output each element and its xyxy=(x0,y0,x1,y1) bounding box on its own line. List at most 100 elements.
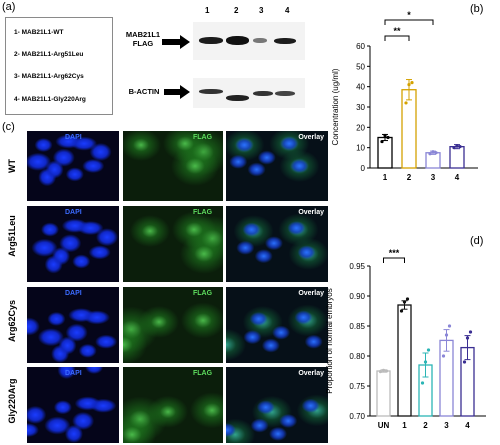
channel-label: DAPI xyxy=(65,134,82,141)
legend-item-3: 3- MAB21L1-Arg62Cys xyxy=(14,73,84,80)
data-point xyxy=(399,309,404,313)
y-tick-label: 0.75 xyxy=(349,382,365,391)
micrograph-arg62cys-flag: FLAG xyxy=(123,287,223,363)
micrograph-arg51leu-dapi: DAPI xyxy=(27,206,119,282)
micrograph-arg51leu-overlay: Overlay xyxy=(226,206,328,282)
lane-label: 3 xyxy=(259,6,264,15)
y-tick-label: 20 xyxy=(356,123,365,132)
x-tick-label: UN xyxy=(378,421,390,430)
y-axis-label: Concentration (ug/ml) xyxy=(331,68,340,145)
x-tick-label: 2 xyxy=(423,421,428,430)
bar xyxy=(425,152,441,169)
data-point xyxy=(378,370,383,374)
y-tick-label: 50 xyxy=(356,62,365,71)
micrograph-arg51leu-flag: FLAG xyxy=(123,206,223,282)
channel-label: DAPI xyxy=(65,370,82,377)
data-point xyxy=(434,151,438,155)
channel-label: Overlay xyxy=(298,370,324,377)
y-tick-label: 40 xyxy=(356,83,365,92)
panel-label-a: (a) xyxy=(2,1,16,13)
lane-label: 4 xyxy=(285,6,290,15)
data-point xyxy=(383,133,387,138)
data-point xyxy=(404,101,408,105)
channel-label: Overlay xyxy=(298,134,324,141)
significance-label: ** xyxy=(393,26,401,36)
y-tick-label: 60 xyxy=(356,42,365,51)
micrograph-wt-dapi: DAPI xyxy=(27,131,119,201)
significance-label: *** xyxy=(389,248,400,258)
legend-item-2: 2- MAB21L1-Arg51Leu xyxy=(14,51,84,58)
row-label-arg51leu: Arg51Leu xyxy=(7,215,17,257)
bar xyxy=(397,304,412,417)
data-point xyxy=(410,81,414,85)
y-tick-label: 0.80 xyxy=(349,352,365,361)
embryo-proportion-bar-chart: 0.70 0.75 0.80 0.85 0.90 0.95 Proportion of no… xyxy=(325,248,486,430)
micrograph-gly220arg-overlay: Overlay xyxy=(226,367,328,443)
actin-blot-label: B-ACTIN xyxy=(128,87,160,96)
lane-label: 1 xyxy=(205,6,210,15)
bar xyxy=(439,339,454,417)
channel-label: FLAG xyxy=(193,370,213,377)
data-point xyxy=(423,360,428,364)
x-tick-label: 4 xyxy=(465,421,470,430)
y-tick-label: 0 xyxy=(361,164,366,173)
data-point xyxy=(441,354,446,358)
data-point xyxy=(428,152,432,156)
actin-blot xyxy=(193,78,305,108)
significance-bracket xyxy=(383,257,405,263)
arrow-icon xyxy=(162,35,190,49)
data-point xyxy=(468,330,473,334)
panel-label-c: (c) xyxy=(2,121,15,133)
y-tick-label: 0.90 xyxy=(349,292,365,301)
micrograph-arg62cys-overlay: Overlay xyxy=(226,287,328,363)
row-label-wt: WT xyxy=(7,159,17,173)
data-point xyxy=(420,381,425,385)
data-point xyxy=(458,145,462,149)
row-label-arg62cys: Arg62Cys xyxy=(7,299,17,343)
y-axis-label: Proportion of normal embryos xyxy=(325,288,334,393)
panel-label-b: (b) xyxy=(470,3,484,15)
significance-bracket xyxy=(384,35,410,41)
flag-blot xyxy=(193,22,305,60)
x-tick-label: 3 xyxy=(444,421,449,430)
y-tick-label: 0.70 xyxy=(349,412,365,421)
data-point xyxy=(405,297,410,301)
data-point xyxy=(462,360,467,364)
significance-bracket xyxy=(384,19,434,25)
flag-blot-label: MAB21L1 FLAG xyxy=(125,30,161,48)
sample-legend: 1- MAB21L1-WT 2- MAB21L1-Arg51Leu 3- MAB… xyxy=(5,17,113,115)
arrow-icon xyxy=(164,85,190,99)
bar xyxy=(449,145,465,169)
channel-label: Overlay xyxy=(298,290,324,297)
legend-item-4: 4- MAB21L1-Gly220Arg xyxy=(14,96,86,103)
bar xyxy=(401,89,417,169)
bar xyxy=(377,136,393,169)
channel-label: FLAG xyxy=(193,134,213,141)
data-point xyxy=(384,369,389,373)
data-point xyxy=(426,348,431,352)
bar xyxy=(376,370,391,417)
y-tick-label: 0.95 xyxy=(349,262,365,271)
significance-label: * xyxy=(407,10,411,20)
channel-label: FLAG xyxy=(193,290,213,297)
micrograph-arg62cys-dapi: DAPI xyxy=(27,287,119,363)
channel-label: DAPI xyxy=(65,290,82,297)
data-point xyxy=(465,336,470,340)
channel-label: DAPI xyxy=(65,209,82,216)
micrograph-gly220arg-dapi: DAPI xyxy=(27,367,119,443)
micrograph-gly220arg-flag: FLAG xyxy=(123,367,223,443)
panel-label-d: (d) xyxy=(470,235,484,247)
data-point xyxy=(402,300,407,304)
data-point xyxy=(444,333,449,337)
row-label-gly220arg: Gly220Arg xyxy=(7,378,17,424)
data-point xyxy=(381,368,386,372)
y-tick-label: 30 xyxy=(356,103,365,112)
y-tick-label: 0.85 xyxy=(349,322,365,331)
data-point xyxy=(455,144,459,148)
data-point xyxy=(447,324,452,328)
data-point xyxy=(407,83,411,87)
data-point xyxy=(386,135,390,140)
x-tick-label: 4 xyxy=(455,173,460,182)
x-tick-label: 3 xyxy=(431,173,436,182)
